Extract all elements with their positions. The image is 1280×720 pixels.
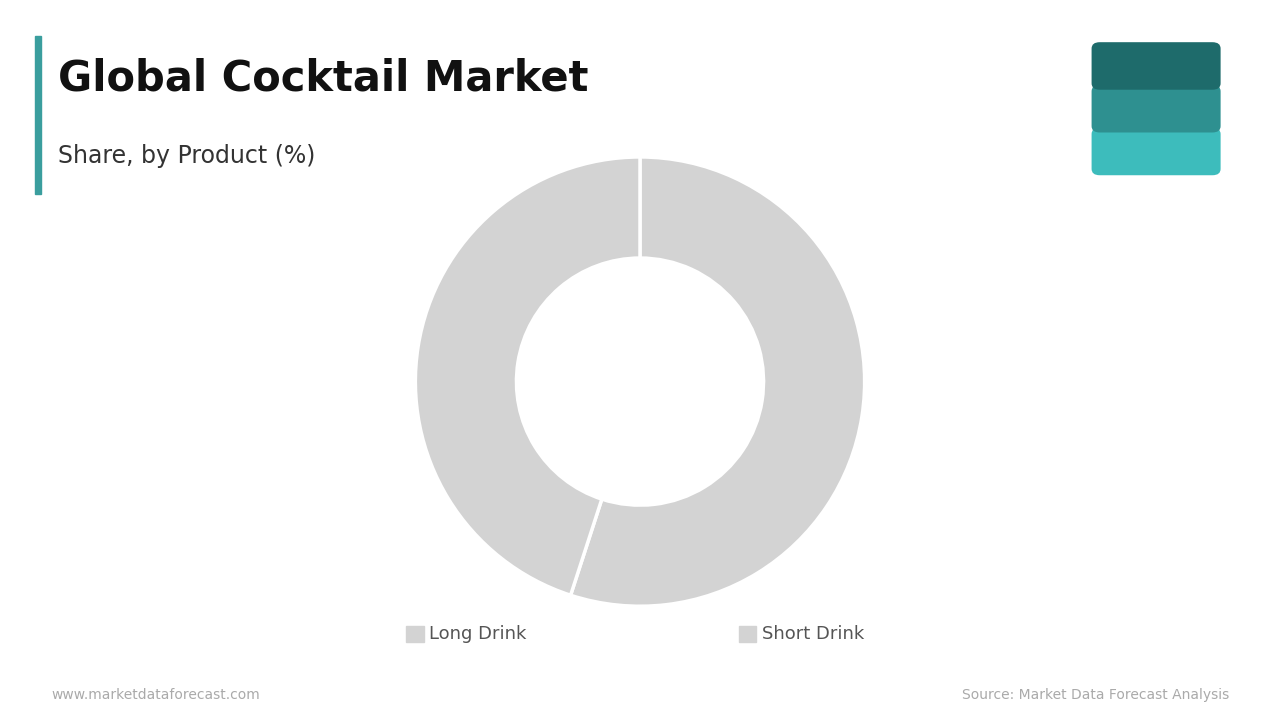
Text: www.marketdataforecast.com: www.marketdataforecast.com (51, 688, 260, 702)
Text: Share, by Product (%): Share, by Product (%) (58, 144, 315, 168)
FancyBboxPatch shape (1092, 127, 1221, 175)
Wedge shape (571, 157, 864, 606)
Text: Long Drink: Long Drink (429, 624, 526, 642)
Text: Global Cocktail Market: Global Cocktail Market (58, 58, 588, 99)
FancyBboxPatch shape (1092, 85, 1221, 132)
Wedge shape (416, 157, 640, 595)
Text: Source: Market Data Forecast Analysis: Source: Market Data Forecast Analysis (961, 688, 1229, 702)
FancyBboxPatch shape (1092, 42, 1221, 90)
Text: Short Drink: Short Drink (762, 624, 864, 642)
